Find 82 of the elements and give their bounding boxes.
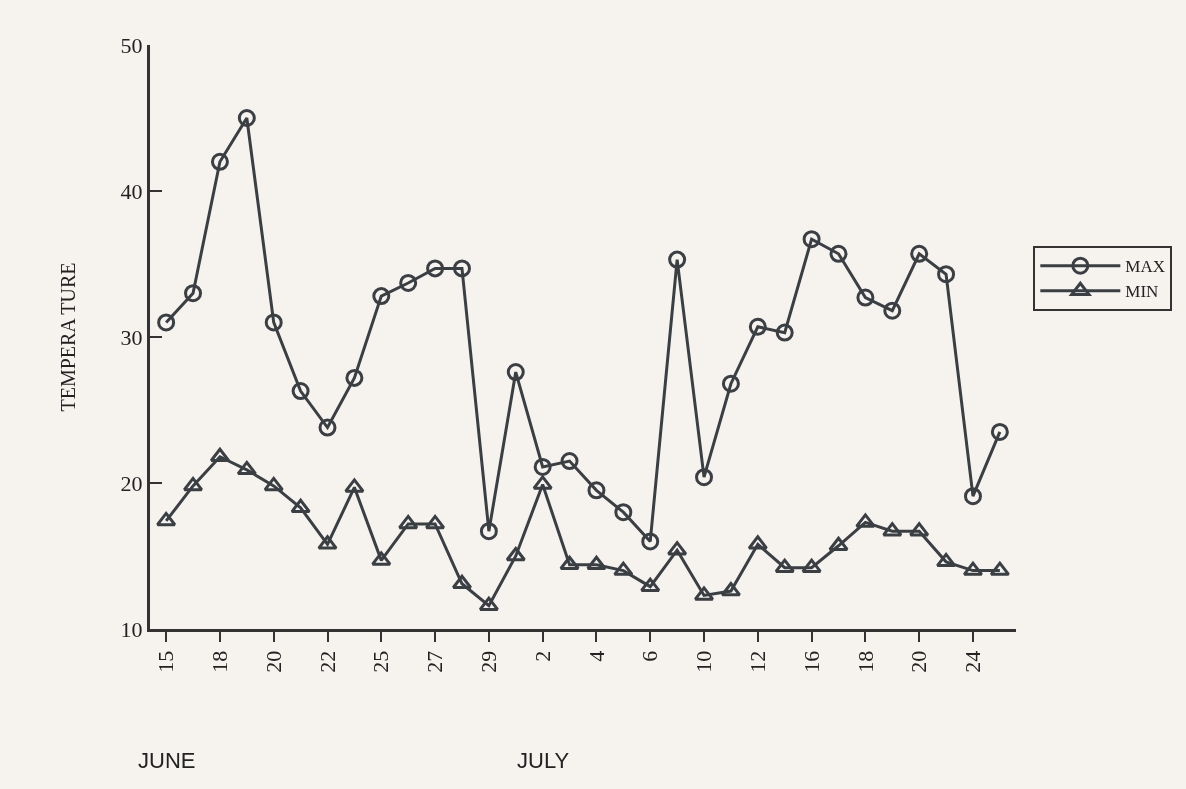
y-tick-label: 10: [120, 616, 143, 642]
point: [641, 532, 660, 551]
point: [586, 555, 607, 571]
point: [613, 561, 634, 576]
x-tick-label: 24: [960, 650, 986, 673]
point: [990, 422, 1009, 441]
point: [290, 498, 311, 514]
text: JULY: [517, 748, 570, 773]
point: [587, 481, 606, 500]
point: [479, 522, 498, 541]
point: [695, 468, 714, 487]
x-tick-label: 6: [637, 650, 663, 662]
text: JUNE: [138, 748, 196, 773]
point: [264, 313, 283, 332]
legend-label: MIN: [1125, 282, 1159, 302]
point: [775, 323, 794, 342]
point: [291, 382, 310, 401]
x-tick-label: 22: [314, 650, 340, 673]
y-tick-label: 40: [120, 178, 143, 204]
point: [560, 452, 579, 471]
x-tick-label: 20: [260, 650, 286, 673]
point: [452, 259, 471, 278]
point: [856, 288, 875, 307]
point: [344, 478, 365, 493]
point: [263, 476, 284, 492]
point: [182, 476, 204, 492]
legend-label: MAX: [1125, 257, 1165, 277]
point: [937, 265, 956, 284]
x-tick-label: 18: [852, 650, 878, 673]
y-tick-label: 50: [120, 32, 143, 58]
point: [506, 363, 525, 382]
x-tick-label: 10: [691, 650, 717, 673]
point: [426, 259, 445, 278]
point: [883, 301, 902, 320]
point: [424, 514, 446, 530]
x-tick-label: 12: [744, 650, 770, 673]
x-tick-label: 15: [153, 650, 179, 673]
point: [318, 418, 337, 437]
point: [882, 522, 903, 537]
point: [640, 577, 661, 592]
x-tick-label: 16: [798, 650, 824, 673]
x-tick-label: 20: [906, 650, 932, 673]
point: [668, 250, 687, 269]
point: [721, 374, 740, 393]
point: [747, 535, 768, 550]
point: [829, 244, 848, 263]
point: [317, 535, 338, 550]
point: [935, 552, 957, 568]
point: [828, 536, 849, 552]
point: [399, 273, 418, 292]
point: [210, 152, 229, 171]
point: [855, 513, 876, 528]
x-tick-label: 18: [207, 650, 233, 673]
x-tick-label: 25: [368, 650, 394, 673]
y-tick-label: 30: [120, 324, 143, 350]
y-tick-label: 20: [120, 470, 143, 496]
x-tick-label: 27: [422, 650, 448, 673]
point: [398, 514, 419, 530]
point: [910, 244, 929, 263]
point: [184, 284, 203, 303]
point: [372, 287, 391, 306]
point: [371, 551, 392, 566]
point: [533, 457, 552, 476]
x-tick-label: 29: [476, 650, 502, 673]
point: [345, 368, 364, 387]
point: [505, 547, 526, 562]
point: [963, 487, 982, 506]
x-tick-label: 4: [583, 650, 609, 662]
y-axis-title: TEMPERA TURE: [57, 262, 80, 412]
point: [802, 230, 821, 249]
point: [237, 109, 256, 127]
point: [748, 317, 767, 336]
point: [155, 511, 177, 527]
point: [532, 475, 553, 490]
point: [801, 558, 822, 573]
point: [909, 522, 930, 537]
point: [559, 555, 580, 571]
point: [236, 460, 257, 476]
x-tick-label: 2: [529, 650, 555, 662]
point: [774, 558, 795, 573]
point: [614, 503, 633, 522]
point: [157, 313, 176, 332]
